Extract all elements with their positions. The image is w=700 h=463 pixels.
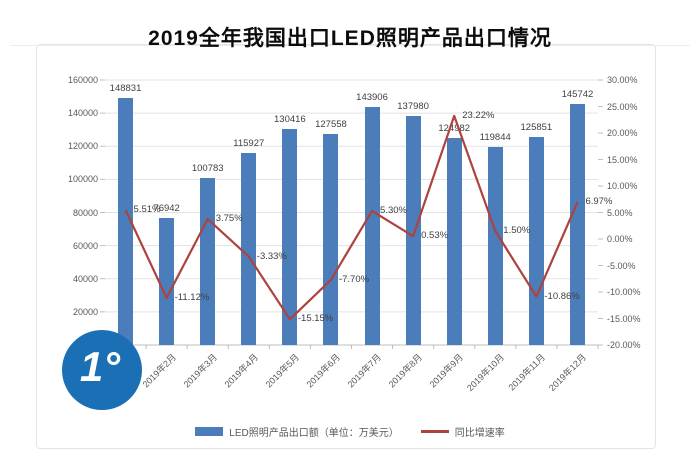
bar-2019年3月 — [200, 178, 216, 345]
legend-bar-swatch — [195, 427, 224, 436]
right-axis-label: 15.00% — [607, 154, 638, 165]
right-axis-label: -20.00% — [607, 340, 641, 350]
bar-2019年2月 — [159, 217, 175, 345]
bar-value-label: 115927 — [233, 137, 265, 149]
left-axis-label: 40000 — [72, 273, 98, 284]
chart-title: 2019全年我国出口LED照明产品出口情况 — [148, 27, 552, 50]
bar-2019年1月 — [118, 98, 134, 345]
growth-rate-line — [124, 114, 579, 321]
right-axis-label: 10.00% — [607, 181, 638, 191]
line-value-label: 3.75% — [215, 213, 243, 225]
line-value-label: 23.22% — [462, 109, 495, 121]
bar-2019年4月 — [241, 152, 257, 345]
right-axis-label: -5.00% — [607, 260, 636, 271]
left-axis-label: 160000 — [67, 75, 98, 85]
bar-value-label: 119844 — [479, 131, 511, 143]
line-value-label: 0.53% — [421, 230, 449, 242]
bar-value-label: 100783 — [191, 163, 224, 175]
bar-value-label: 124982 — [438, 122, 471, 134]
bar-2019年7月 — [364, 106, 380, 345]
line-value-label: -11.12% — [174, 291, 210, 303]
right-axis-label: 20.00% — [607, 128, 638, 138]
legend-line-swatch — [420, 430, 449, 433]
bar-2019年8月 — [405, 116, 421, 345]
bar-2019年5月 — [282, 128, 298, 345]
line-value-label: -3.33% — [256, 250, 287, 262]
title-divider — [10, 45, 690, 46]
left-axis-label: 20000 — [72, 306, 98, 317]
left-axis-label: 80000 — [72, 207, 98, 218]
bar-value-label: 137980 — [397, 101, 429, 113]
line-value-label: 6.97% — [585, 196, 613, 208]
legend-label: LED照明产品出口额（单位：万美元） — [229, 428, 399, 439]
right-axis-label: 5.00% — [607, 207, 633, 218]
bar-value-label: 148831 — [109, 83, 142, 95]
bar-value-label: 130416 — [274, 113, 306, 125]
line-value-label: -7.70% — [338, 273, 370, 285]
legend-label: 同比增速率 — [454, 428, 505, 439]
right-axis-label: 0.00% — [607, 234, 633, 244]
bar-value-label: 145742 — [561, 88, 594, 100]
right-axis-label: 30.00% — [607, 75, 638, 85]
bar-2019年6月 — [323, 133, 339, 345]
legend: LED照明产品出口额（单位：万美元） 同比增速率 — [0, 424, 700, 439]
line-value-label: -10.86% — [544, 290, 580, 302]
right-axis-label: -10.00% — [607, 287, 641, 297]
watermark-text: 1° — [79, 343, 121, 390]
line-value-label: 5.51% — [133, 203, 161, 215]
bar-2019年9月 — [446, 137, 462, 345]
bar-value-label: 76942 — [153, 202, 180, 214]
line-value-label: 1.50% — [503, 225, 531, 237]
left-axis-label: 140000 — [67, 108, 98, 119]
watermark-logo: 1° — [62, 330, 142, 410]
bar-2019年11月 — [528, 136, 544, 345]
bar-value-label: 143906 — [356, 91, 388, 103]
bar-value-label: 125851 — [520, 121, 553, 133]
bar-2019年10月 — [487, 146, 503, 345]
right-axis-label: 25.00% — [607, 101, 638, 112]
right-axis-label: -15.00% — [607, 313, 641, 324]
left-axis-label: 100000 — [67, 174, 98, 185]
bar-value-label: 127558 — [315, 118, 347, 130]
line-value-label: -15.15% — [297, 313, 334, 325]
legend-item: 同比增速率 — [420, 424, 505, 439]
left-axis-label: 120000 — [67, 141, 98, 152]
line-value-label: 5.30% — [380, 204, 407, 216]
legend-item: LED照明产品出口额（单位：万美元） — [195, 424, 399, 439]
left-axis-label: 60000 — [72, 240, 98, 251]
bar-2019年12月 — [569, 103, 585, 345]
